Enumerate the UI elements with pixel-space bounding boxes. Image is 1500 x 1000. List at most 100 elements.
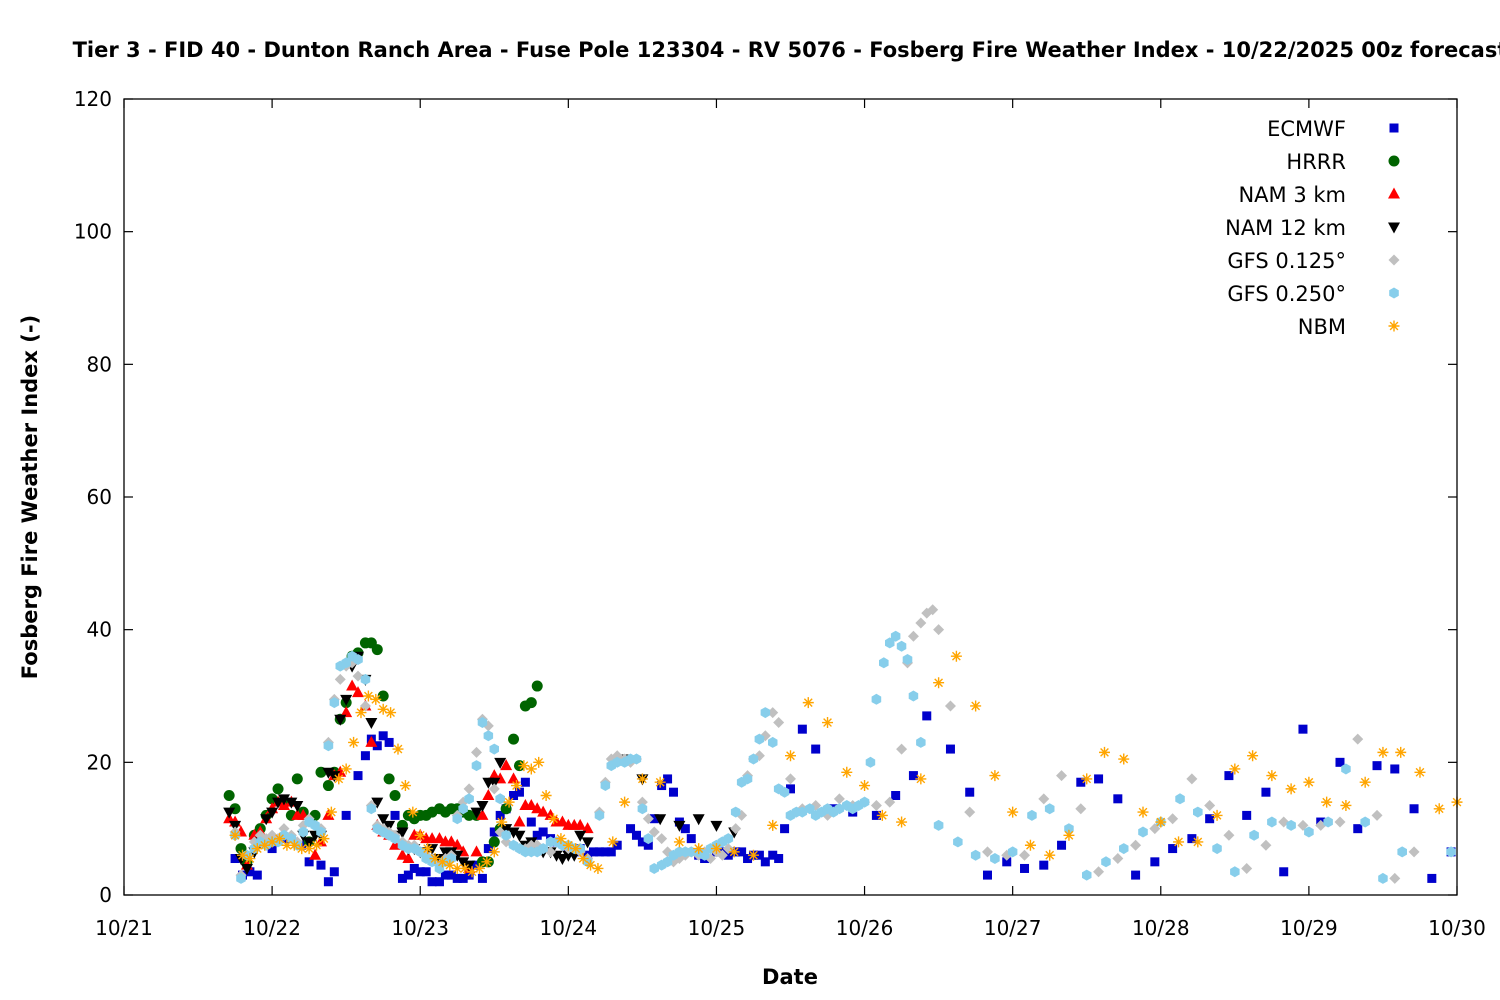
data-point — [1377, 746, 1389, 758]
data-point — [1101, 856, 1111, 868]
data-point — [908, 771, 918, 781]
data-point — [811, 744, 821, 754]
data-point — [477, 873, 487, 883]
data-point — [390, 810, 400, 820]
data-point — [1024, 839, 1036, 851]
legend-marker — [1388, 222, 1400, 234]
data-point — [1285, 783, 1297, 795]
data-point — [1414, 766, 1426, 778]
data-point — [649, 814, 659, 824]
data-point — [1241, 862, 1253, 874]
legend-item: GFS 0.250° — [1227, 282, 1399, 306]
data-point — [768, 736, 778, 748]
data-point — [723, 850, 733, 860]
data-point — [965, 787, 975, 797]
data-point — [1099, 746, 1110, 758]
data-point — [891, 791, 901, 800]
data-point — [1007, 806, 1019, 818]
data-point — [631, 830, 641, 840]
data-point — [281, 839, 293, 851]
data-point — [673, 836, 685, 848]
data-point — [730, 806, 741, 818]
data-point — [908, 690, 919, 702]
series-nbm — [229, 650, 1463, 878]
data-point — [1130, 839, 1142, 851]
series-gfs-0-125- — [229, 604, 1420, 884]
data-point — [786, 784, 795, 794]
data-point — [500, 824, 513, 836]
x-axis-label: Date — [762, 965, 818, 989]
legend-marker — [1389, 123, 1399, 133]
data-point — [1229, 763, 1241, 775]
data-point — [1334, 816, 1346, 828]
data-point — [340, 694, 353, 706]
data-point — [730, 823, 742, 835]
data-point — [654, 814, 667, 826]
data-point — [1019, 849, 1031, 861]
data-point — [1020, 863, 1030, 873]
plot-points — [223, 604, 1463, 887]
data-point — [377, 814, 390, 826]
data-point — [537, 805, 550, 817]
data-point — [496, 816, 508, 828]
legend-label: ECMWF — [1267, 117, 1346, 141]
data-point — [513, 830, 526, 842]
data-point — [1002, 857, 1012, 867]
data-point — [1341, 763, 1351, 775]
data-point — [229, 829, 241, 841]
data-point — [1249, 829, 1259, 841]
legend-item: ECMWF — [1267, 117, 1399, 141]
data-point — [612, 840, 622, 850]
data-point — [451, 838, 464, 850]
data-point — [1155, 816, 1167, 828]
data-point — [466, 866, 478, 878]
data-point — [525, 798, 538, 810]
data-point — [1205, 814, 1215, 824]
data-point — [483, 844, 493, 854]
data-point — [500, 759, 513, 771]
data-point — [600, 847, 610, 857]
data-point — [768, 850, 778, 860]
data-point — [377, 703, 389, 715]
y-tick-label: 120 — [74, 87, 112, 111]
data-point — [922, 711, 932, 721]
data-point — [680, 824, 690, 834]
data-point — [1446, 846, 1456, 858]
data-point — [272, 783, 284, 795]
data-point — [362, 690, 374, 702]
data-point — [396, 848, 409, 860]
data-point — [244, 853, 256, 865]
data-point — [240, 863, 253, 875]
data-point — [1212, 843, 1222, 855]
y-tick-label: 80 — [87, 352, 112, 376]
data-point — [309, 848, 322, 860]
data-point — [495, 793, 505, 805]
data-point — [422, 843, 434, 855]
data-point — [360, 751, 370, 761]
data-point — [452, 873, 462, 883]
data-point — [626, 824, 636, 834]
data-point — [1137, 806, 1149, 818]
data-point — [692, 814, 705, 826]
data-point — [341, 810, 351, 820]
data-point — [526, 817, 536, 827]
data-point — [970, 849, 981, 861]
data-point — [1038, 793, 1050, 805]
data-point — [833, 793, 845, 805]
data-point — [457, 857, 470, 869]
data-point — [656, 833, 668, 845]
data-point — [252, 870, 262, 880]
data-point — [555, 833, 567, 845]
data-point — [329, 697, 340, 709]
data-point — [488, 769, 501, 781]
data-point — [372, 741, 382, 751]
data-point — [950, 650, 962, 662]
data-point — [459, 862, 471, 874]
data-point — [223, 790, 235, 801]
data-point — [797, 724, 807, 734]
data-point — [540, 790, 552, 801]
data-point — [266, 807, 279, 819]
x-tick-label: 10/27 — [984, 916, 1042, 940]
legend-label: NAM 3 km — [1238, 183, 1346, 207]
data-point — [329, 867, 339, 877]
